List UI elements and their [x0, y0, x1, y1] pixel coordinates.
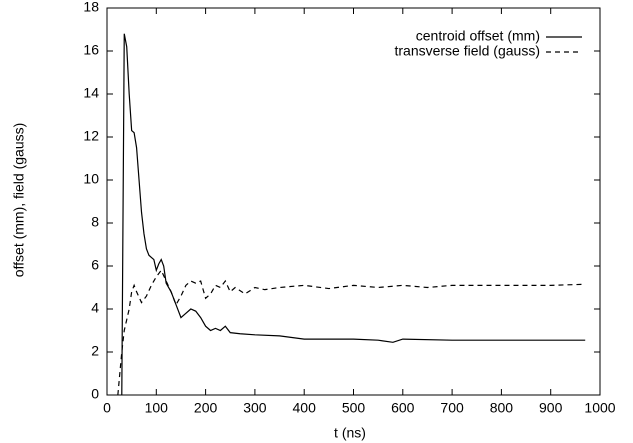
y-tick-label: 14	[83, 85, 99, 101]
x-tick-label: 100	[145, 400, 169, 416]
x-tick-label: 700	[440, 400, 464, 416]
y-tick-label: 4	[91, 300, 99, 316]
x-tick-label: 900	[539, 400, 563, 416]
y-tick-label: 10	[83, 171, 99, 187]
x-tick-label: 1000	[584, 400, 615, 416]
x-axis-label: t (ns)	[334, 425, 366, 441]
y-tick-label: 0	[91, 386, 99, 402]
legend-label: transverse field (gauss)	[394, 43, 540, 59]
x-tick-label: 300	[243, 400, 267, 416]
data-line	[117, 269, 586, 396]
y-tick-label: 2	[91, 343, 99, 359]
x-tick-label: 200	[194, 400, 218, 416]
y-tick-label: 8	[91, 214, 99, 230]
x-tick-label: 800	[490, 400, 514, 416]
x-tick-label: 600	[391, 400, 415, 416]
x-tick-label: 400	[293, 400, 317, 416]
y-axis-label: offset (mm), field (gauss)	[11, 123, 27, 278]
y-tick-label: 12	[83, 128, 99, 144]
data-line	[121, 33, 586, 396]
x-tick-label: 0	[103, 400, 111, 416]
y-tick-label: 16	[83, 42, 99, 58]
y-tick-label: 18	[83, 0, 99, 15]
y-tick-label: 6	[91, 257, 99, 273]
legend-label: centroid offset (mm)	[416, 28, 540, 44]
plot-frame	[106, 7, 601, 396]
x-tick-label: 500	[342, 400, 366, 416]
